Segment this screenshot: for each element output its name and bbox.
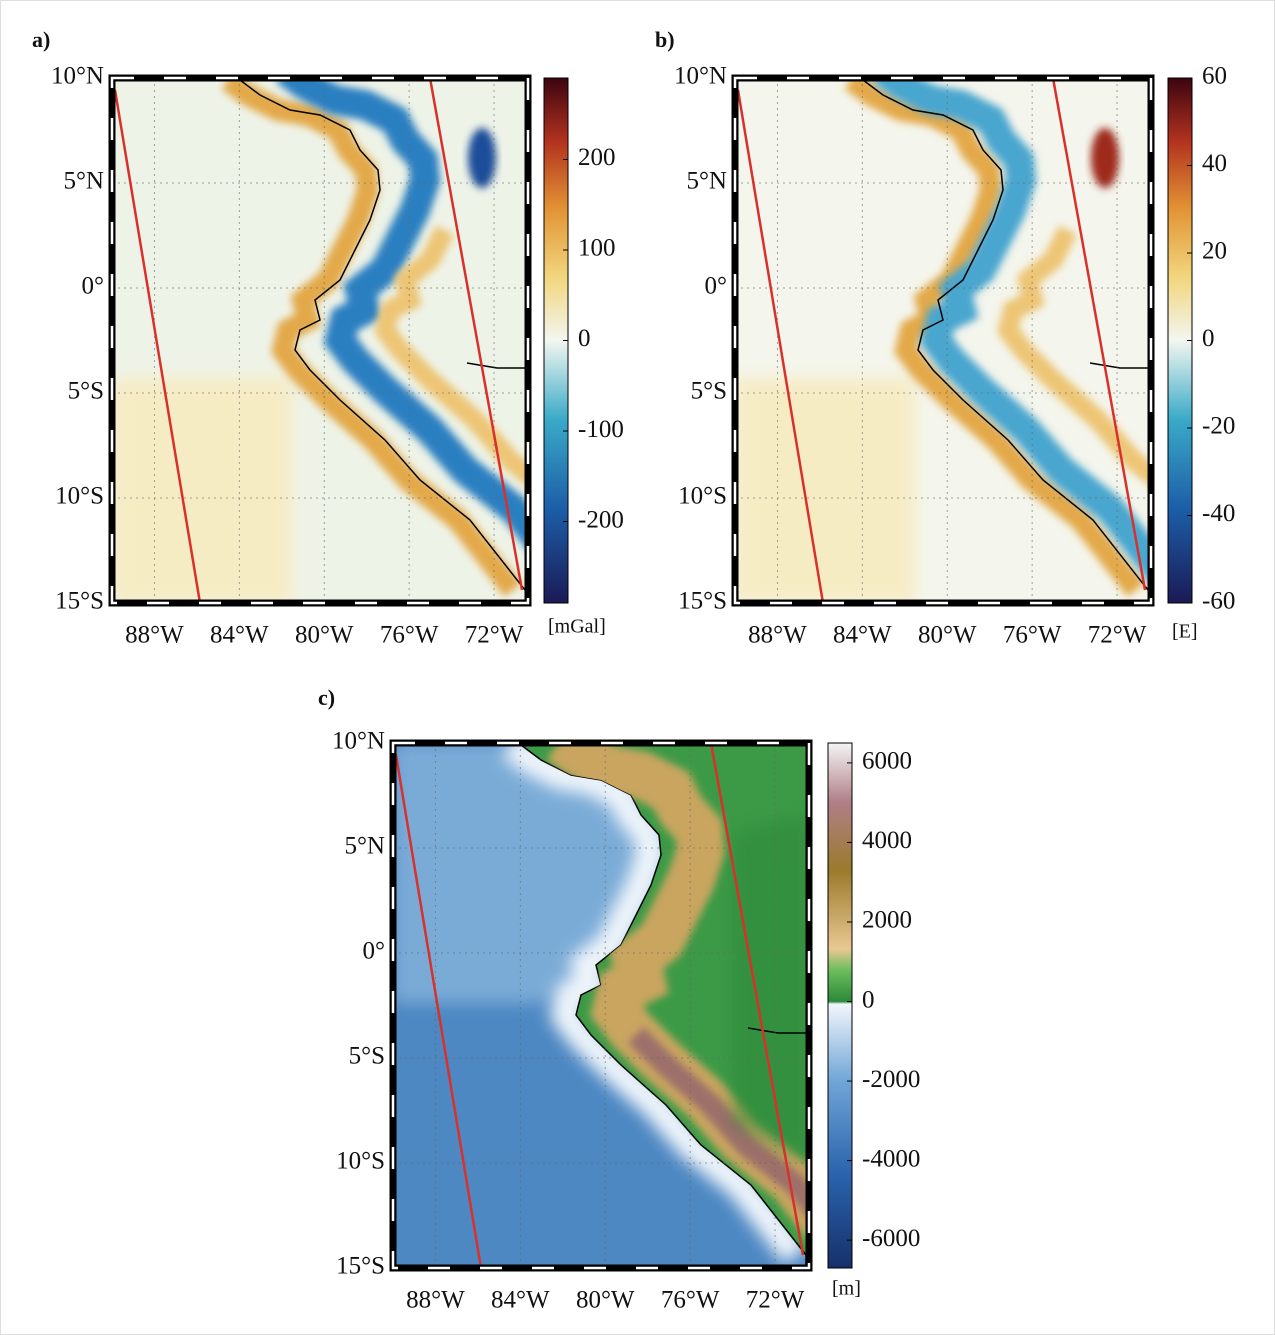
unit-label: [m]: [832, 1278, 861, 1300]
track: [113, 89, 202, 603]
panel-label: c): [318, 685, 335, 710]
anomaly: [1091, 128, 1119, 188]
trench-low: [276, 78, 528, 551]
river: [747, 1027, 809, 1034]
lat-tick-label: 5°S: [691, 378, 727, 405]
panel-label: b): [655, 27, 675, 52]
land-relief: [546, 743, 809, 1265]
colorbar-tick-label: 4000: [862, 827, 912, 854]
lat-tick-label: 10°N: [674, 63, 727, 90]
coastline: [862, 79, 1149, 591]
lat-tick-label: 0°: [82, 273, 105, 300]
unit-label: [E]: [1172, 621, 1198, 643]
lon-tick-label: 80°W: [576, 1287, 635, 1314]
map-frame-dash: [733, 76, 1153, 605]
pale-west: [735, 378, 915, 603]
lat-tick-label: 15°S: [678, 588, 727, 615]
anomaly: [468, 128, 496, 188]
lon-tick-label: 72°W: [1088, 622, 1147, 649]
lat-tick-label: 5°N: [344, 833, 385, 860]
lon-tick-label: 84°W: [210, 622, 269, 649]
shelf: [502, 743, 808, 1265]
river: [466, 362, 528, 369]
colorbar-tick-label: 60: [1202, 63, 1227, 90]
colorbar-tick-label: -6000: [862, 1225, 920, 1252]
lat-tick-label: 5°N: [63, 168, 104, 195]
colorbar-tick-label: 6000: [862, 748, 912, 775]
track: [736, 89, 825, 603]
lon-tick-label: 84°W: [833, 622, 892, 649]
colorbar-tick-label: -2000: [862, 1066, 920, 1093]
lat-tick-label: 10°S: [678, 483, 727, 510]
colorbar-tick-label: 200: [578, 144, 616, 171]
lat-tick-label: 10°S: [55, 483, 104, 510]
lat-tick-label: 5°S: [68, 378, 104, 405]
map-frame-dash: [110, 76, 530, 605]
lat-tick-label: 0°: [705, 273, 728, 300]
map-frame-dash: [391, 741, 811, 1270]
colorbar-tick-label: 0: [1202, 325, 1215, 352]
lat-tick-label: 10°N: [332, 728, 385, 755]
lon-tick-label: 80°W: [918, 622, 977, 649]
panel-label: a): [32, 27, 50, 52]
map: [393, 743, 809, 1268]
map: [112, 78, 528, 603]
lon-tick-label: 88°W: [748, 622, 807, 649]
colorbar-tick-label: -60: [1202, 588, 1235, 615]
lat-tick-label: 15°S: [55, 588, 104, 615]
lat-tick-label: 15°S: [336, 1253, 385, 1280]
lat-tick-label: 5°S: [349, 1043, 385, 1070]
colorbar: [827, 742, 853, 1269]
lon-tick-label: 76°W: [380, 622, 439, 649]
colorbar-tick-label: -4000: [862, 1145, 920, 1172]
colorbar-tick-label: 100: [578, 235, 616, 262]
lon-tick-label: 72°W: [746, 1287, 805, 1314]
lon-tick-label: 76°W: [1003, 622, 1062, 649]
lowland: [733, 813, 809, 1163]
lon-tick-label: 84°W: [491, 1287, 550, 1314]
lon-tick-label: 80°W: [295, 622, 354, 649]
track: [709, 743, 805, 1256]
colorbar-tick-label: -200: [578, 506, 624, 533]
colorbar-tick-label: 20: [1202, 238, 1227, 265]
colorbar-tick-label: -20: [1202, 413, 1235, 440]
lat-tick-label: 5°N: [686, 168, 727, 195]
colorbar-tick-label: -40: [1202, 500, 1235, 527]
pale-west: [112, 378, 292, 603]
andes-high: [628, 1027, 809, 1262]
lon-tick-label: 88°W: [406, 1287, 465, 1314]
track: [1051, 78, 1147, 591]
lat-tick-label: 10°S: [336, 1148, 385, 1175]
lon-tick-label: 88°W: [125, 622, 184, 649]
track: [394, 754, 483, 1268]
colorbar-tick-label: 0: [578, 325, 591, 352]
lat-tick-label: 10°N: [51, 63, 104, 90]
colorbar-tick-label: -100: [578, 416, 624, 443]
coast-high: [221, 78, 522, 597]
coastline: [239, 79, 526, 591]
map: [735, 78, 1151, 603]
trench-low: [872, 78, 1151, 586]
colorbar-tick-label: 2000: [862, 907, 912, 934]
colorbar-tick-label: 0: [862, 986, 875, 1013]
track: [428, 78, 524, 591]
lon-tick-label: 76°W: [661, 1287, 720, 1314]
unit-label: [mGal]: [548, 616, 606, 638]
lat-tick-label: 0°: [363, 938, 386, 965]
river: [1089, 362, 1151, 369]
lon-tick-label: 72°W: [465, 622, 524, 649]
colorbar-tick-label: 40: [1202, 150, 1227, 177]
